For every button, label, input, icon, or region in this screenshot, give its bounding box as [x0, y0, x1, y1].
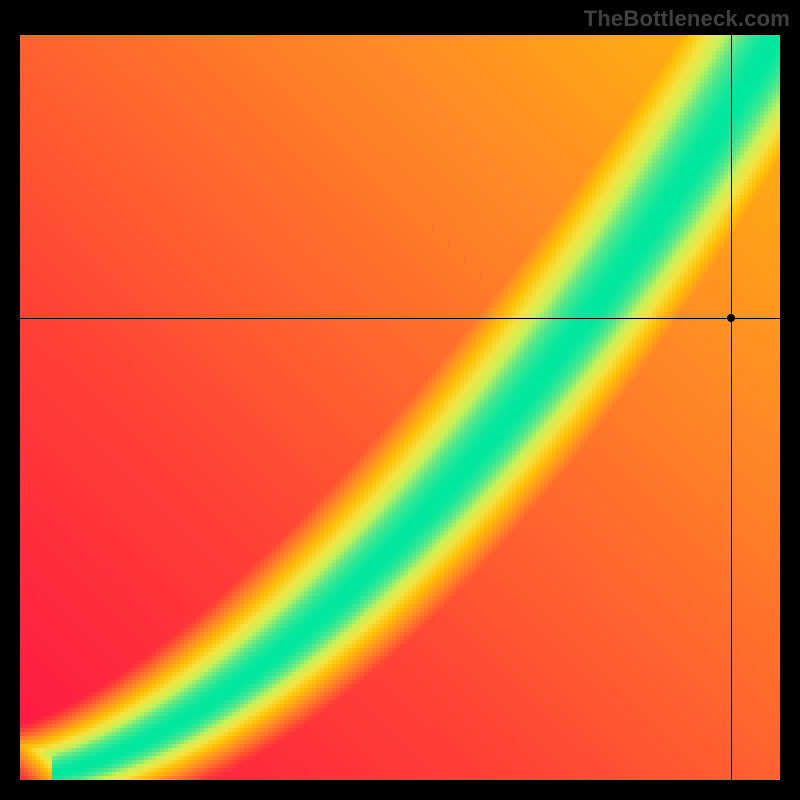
heatmap-canvas: [20, 35, 780, 780]
watermark-text: TheBottleneck.com: [584, 6, 790, 32]
chart-container: TheBottleneck.com: [0, 0, 800, 800]
crosshair-horizontal: [20, 318, 780, 319]
marker-dot: [727, 314, 735, 322]
plot-area: [20, 35, 780, 780]
crosshair-vertical: [731, 35, 732, 780]
